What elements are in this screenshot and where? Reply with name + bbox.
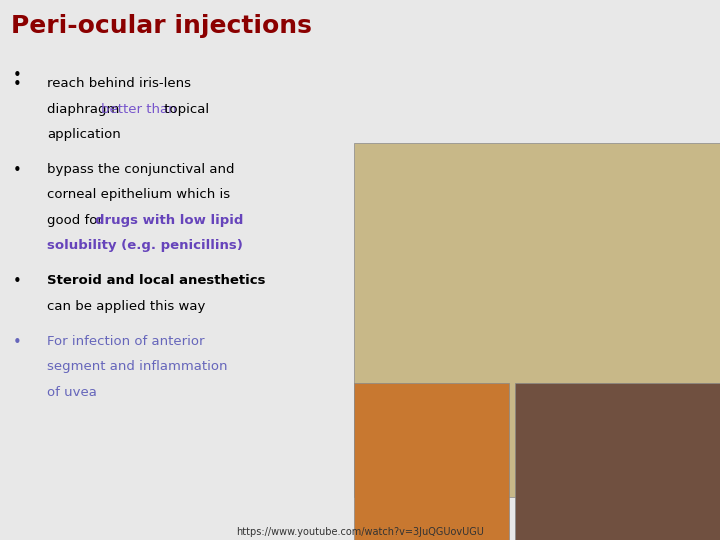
Text: •: • [13, 68, 22, 83]
Text: •: • [13, 163, 22, 178]
Text: topical: topical [161, 103, 210, 116]
FancyBboxPatch shape [515, 383, 720, 540]
Text: segment and inflammation: segment and inflammation [47, 360, 228, 373]
Text: Steroid and local anesthetics: Steroid and local anesthetics [47, 274, 265, 287]
Text: reach behind iris-lens: reach behind iris-lens [47, 77, 191, 90]
Text: application: application [47, 128, 120, 141]
Text: corneal epithelium which is: corneal epithelium which is [47, 188, 230, 201]
FancyBboxPatch shape [354, 143, 720, 497]
FancyBboxPatch shape [354, 383, 509, 540]
Text: can be applied this way: can be applied this way [47, 300, 205, 313]
Text: https://www.youtube.com/watch?v=3JuQGUovUGU: https://www.youtube.com/watch?v=3JuQGUov… [236, 527, 484, 537]
Text: solubility (e.g. penicillins): solubility (e.g. penicillins) [47, 239, 243, 252]
Text: Peri-ocular injections: Peri-ocular injections [11, 14, 312, 37]
Text: For infection of anterior: For infection of anterior [47, 335, 204, 348]
Text: •: • [13, 77, 22, 92]
Text: better than: better than [101, 103, 176, 116]
Text: good for: good for [47, 214, 107, 227]
Text: of uvea: of uvea [47, 386, 96, 399]
Text: •: • [13, 335, 22, 350]
Text: •: • [13, 274, 22, 289]
Text: bypass the conjunctival and: bypass the conjunctival and [47, 163, 234, 176]
Text: diaphragm: diaphragm [47, 103, 123, 116]
Text: drugs with low lipid: drugs with low lipid [95, 214, 244, 227]
